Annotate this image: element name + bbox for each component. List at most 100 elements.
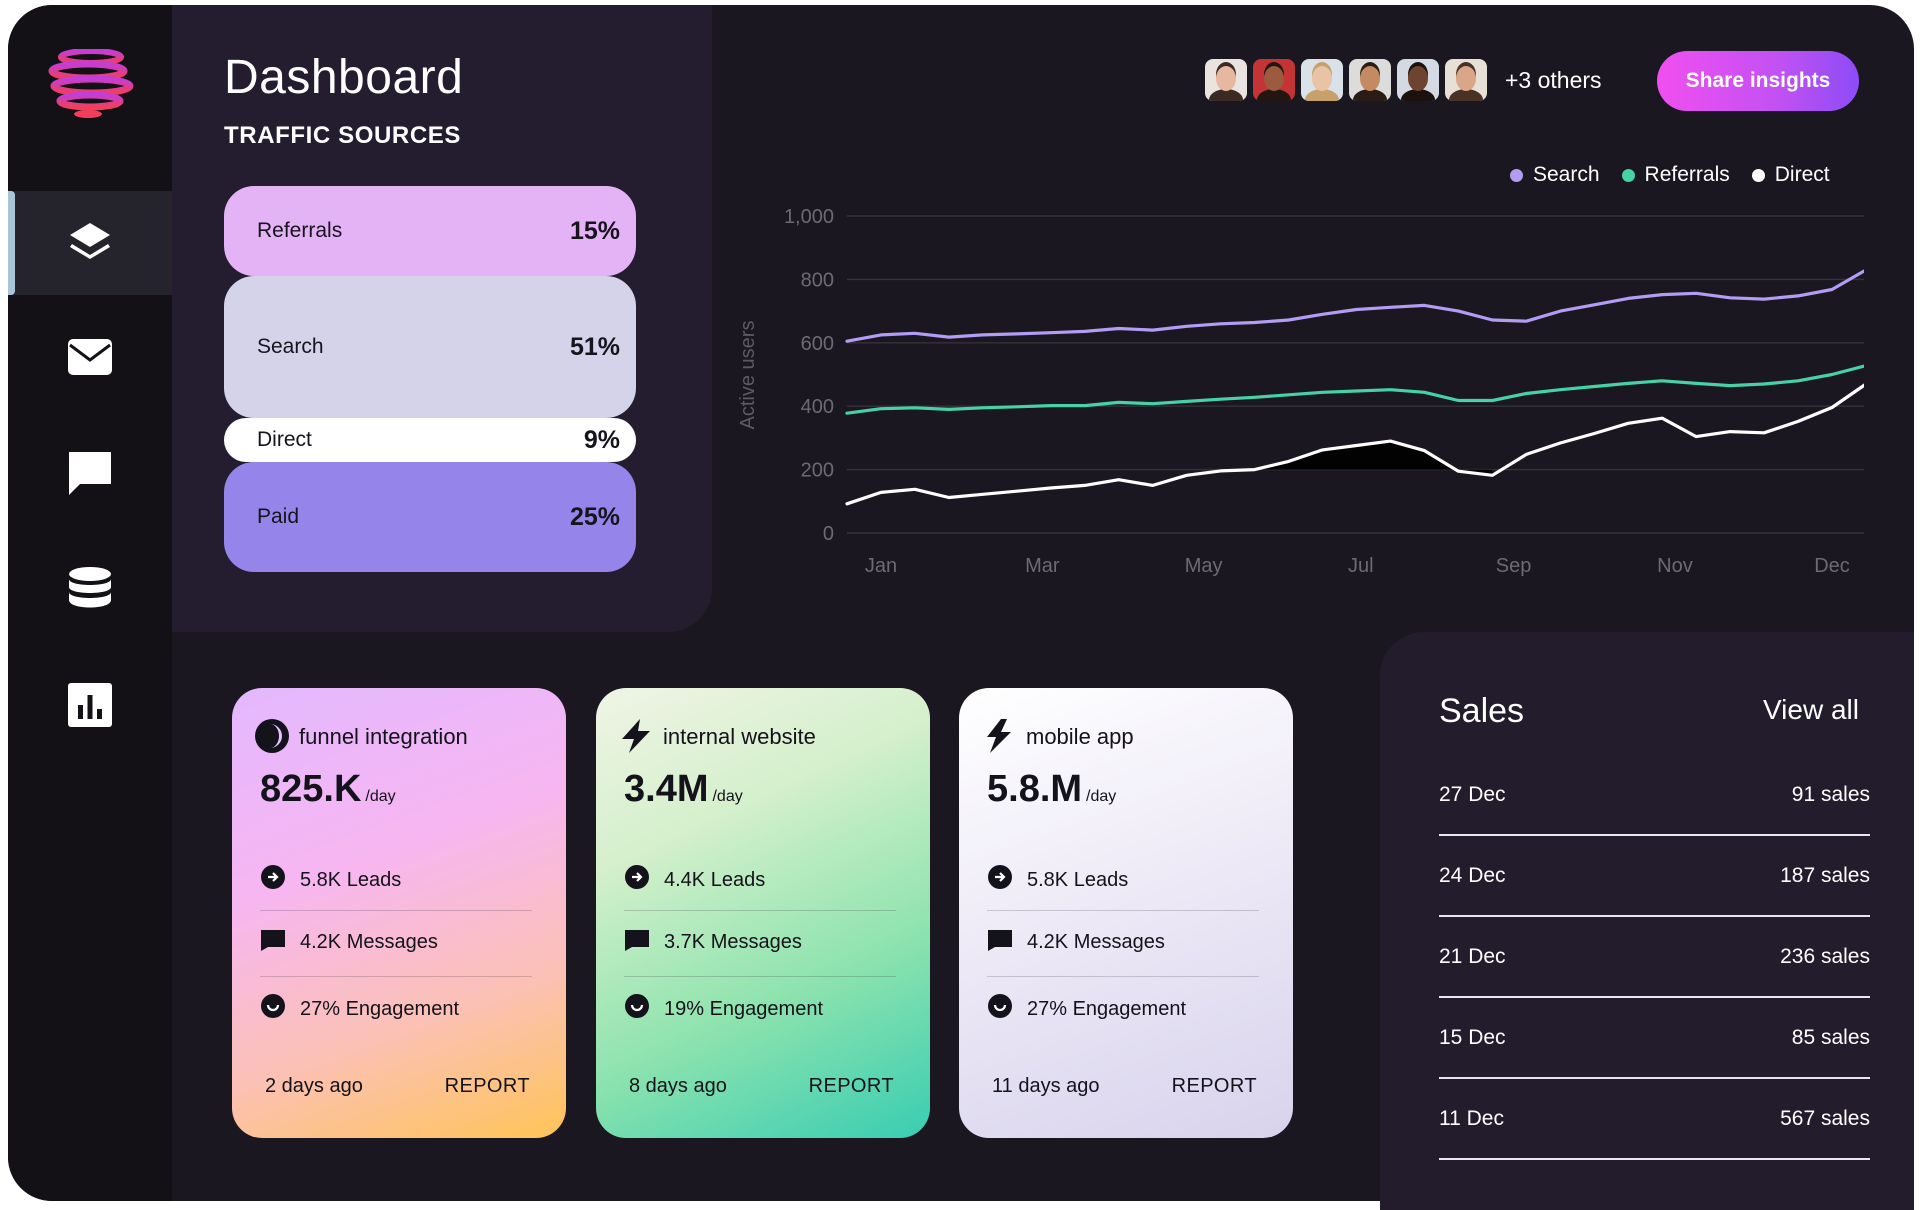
legend-dot	[1751, 168, 1765, 182]
x-tick-label: Mar	[1025, 555, 1060, 577]
card-value-unit: /day	[1086, 788, 1117, 805]
engagement-metric: 27% Engagement	[260, 993, 532, 1025]
sales-date: 27 Dec	[1439, 782, 1506, 806]
divider	[624, 910, 896, 911]
y-tick-label: 800	[801, 269, 834, 291]
x-tick-label: Jan	[865, 555, 897, 577]
traffic-source-direct[interactable]: Direct 9%	[224, 418, 636, 462]
source-card[interactable]: internal website 3.4M/day 4.4K Leads 3.7K M…	[596, 688, 930, 1138]
messages-text: 4.2K Messages	[300, 930, 438, 953]
card-timestamp: 11 days ago	[992, 1075, 1100, 1097]
avatar[interactable]	[1397, 59, 1439, 101]
traffic-source-name: Paid	[257, 505, 300, 528]
avatar[interactable]	[1253, 59, 1295, 101]
traffic-source-search[interactable]: Search 51%	[224, 276, 636, 418]
avatar[interactable]	[1301, 59, 1343, 101]
sales-date: 24 Dec	[1439, 863, 1506, 887]
avatar[interactable]	[1445, 59, 1487, 101]
card-title: mobile app	[1026, 724, 1134, 749]
traffic-source-pct: 51%	[569, 332, 620, 361]
sales-row[interactable]: 21 Dec 236 sales	[1439, 917, 1870, 998]
sales-row[interactable]: 11 Dec 567 sales	[1439, 1079, 1870, 1160]
messages-metric: 3.7K Messages	[624, 926, 896, 958]
legend-label: Direct	[1774, 163, 1830, 186]
source-card[interactable]: funnel integration 825.K/day 5.8K Leads 4.2…	[232, 688, 566, 1138]
engagement-text: 27% Engagement	[300, 997, 460, 1020]
divider	[260, 910, 532, 911]
avatar[interactable]	[1205, 59, 1247, 101]
sales-date: 15 Dec	[1439, 1025, 1506, 1049]
legend-dot	[1510, 168, 1523, 182]
legend-label: Referrals	[1644, 163, 1730, 186]
nav-database[interactable]	[8, 537, 172, 641]
sales-row[interactable]: 27 Dec 91 sales	[1439, 755, 1870, 836]
moon-icon	[254, 718, 290, 754]
card-value: 825.K/day	[260, 768, 396, 811]
sales-row[interactable]: 15 Dec 85 sales	[1439, 998, 1870, 1079]
messages-metric: 4.2K Messages	[987, 926, 1259, 958]
sales-count: 91 sales	[1791, 782, 1870, 806]
sales-count: 236 sales	[1780, 944, 1870, 968]
sales-panel: Sales View all 27 Dec 91 sales 24 Dec 187 s…	[1380, 632, 1914, 1210]
others-count[interactable]: +3 others	[1505, 67, 1602, 93]
messages-text: 3.7K Messages	[664, 930, 802, 953]
source-card[interactable]: mobile app 5.8.M/day 5.8K Leads 4.2K Messag…	[959, 688, 1293, 1138]
legend-label: Search	[1533, 163, 1600, 186]
nav-analytics[interactable]	[8, 653, 172, 757]
collaborator-avatars	[1205, 59, 1487, 101]
x-tick-label: Sep	[1496, 555, 1532, 577]
sales-row[interactable]: 24 Dec 187 sales	[1439, 836, 1870, 917]
traffic-source-pct: 25%	[569, 502, 620, 531]
nav-mail[interactable]	[8, 305, 172, 409]
report-link[interactable]: REPORT	[444, 1075, 530, 1097]
brand-logo	[48, 49, 134, 118]
y-tick-label: 200	[801, 460, 834, 482]
traffic-source-paid[interactable]: Paid 25%	[224, 462, 636, 572]
x-tick-label: Dec	[1814, 555, 1850, 577]
traffic-source-referrals[interactable]: Referrals 15%	[224, 186, 636, 276]
engagement-metric: 19% Engagement	[624, 993, 896, 1025]
card-value-number: 3.4M	[624, 768, 709, 810]
lightning-icon	[618, 718, 654, 754]
messages-text: 4.2K Messages	[1027, 930, 1165, 953]
nav-layers[interactable]	[8, 191, 172, 295]
chart-legend: Search Referrals Direct	[1510, 163, 1830, 187]
leads-metric: 5.8K Leads	[987, 864, 1259, 896]
smile-icon	[260, 993, 286, 1025]
leads-text: 5.8K Leads	[1027, 868, 1129, 891]
card-value: 5.8.M/day	[987, 768, 1116, 811]
nav-messages[interactable]	[8, 421, 172, 525]
x-tick-label: Jul	[1348, 555, 1374, 577]
divider	[260, 976, 532, 977]
arrow-right-icon	[260, 864, 286, 896]
legend-item-search[interactable]: Search	[1510, 163, 1600, 187]
active-users-chart: 0 200 400 600 800 1,000 Jan Mar May Jul Sep Nov Dec A…	[737, 206, 1864, 577]
share-insights-button[interactable]: Share insights	[1657, 51, 1859, 111]
traffic-source-name: Search	[257, 335, 324, 358]
card-title: internal website	[663, 724, 816, 749]
view-all-link[interactable]: View all	[1763, 694, 1859, 725]
series-line-search	[845, 269, 1864, 343]
divider	[987, 910, 1259, 911]
sales-date: 21 Dec	[1439, 944, 1506, 968]
x-tick-label: May	[1185, 555, 1223, 577]
x-tick-label: Nov	[1657, 555, 1693, 577]
report-link[interactable]: REPORT	[1171, 1075, 1257, 1097]
chat-bubble-icon	[69, 452, 111, 495]
arrow-right-icon	[987, 864, 1013, 896]
card-value: 3.4M/day	[624, 768, 743, 811]
report-link[interactable]: REPORT	[808, 1075, 894, 1097]
card-timestamp: 2 days ago	[265, 1075, 363, 1097]
sales-title: Sales	[1439, 692, 1525, 730]
sales-count: 85 sales	[1791, 1025, 1870, 1049]
legend-dot	[1621, 168, 1635, 182]
legend-item-referrals[interactable]: Referrals	[1621, 163, 1730, 187]
y-tick-label: 1,000	[784, 206, 834, 228]
engagement-text: 27% Engagement	[1027, 997, 1187, 1020]
traffic-source-pct: 15%	[569, 216, 620, 245]
y-tick-label: 0	[823, 523, 834, 545]
divider	[624, 976, 896, 977]
card-timestamp: 8 days ago	[629, 1075, 727, 1097]
legend-item-direct[interactable]: Direct	[1751, 163, 1830, 187]
avatar[interactable]	[1349, 59, 1391, 101]
